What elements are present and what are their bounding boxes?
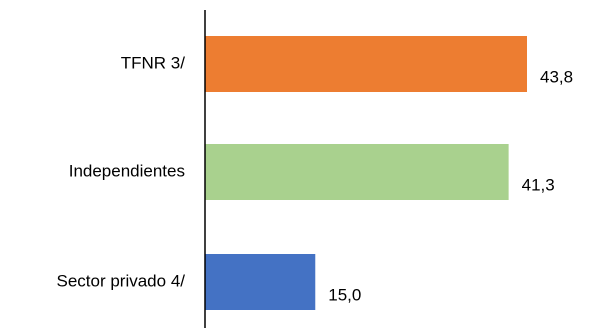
value-label-independientes: 41,3 (522, 175, 555, 194)
category-label-tfnr-3: TFNR 3/ (121, 53, 186, 72)
bar-tfnr-3 (205, 36, 527, 92)
value-label-sector-privado-4: 15,0 (328, 285, 361, 304)
category-label-independientes: Independientes (69, 161, 185, 180)
bars-group (205, 36, 527, 310)
category-labels: TFNR 3/Independientes Sector privado 4/ (56, 53, 185, 290)
bar-sector-privado-4 (205, 254, 316, 310)
value-labels: 43,8 41,3 15,0 (328, 67, 573, 304)
bar-independientes (205, 144, 509, 200)
category-label-sector-privado-4: Sector privado 4/ (56, 271, 185, 290)
value-label-tfnr-3: 43,8 (540, 67, 573, 86)
